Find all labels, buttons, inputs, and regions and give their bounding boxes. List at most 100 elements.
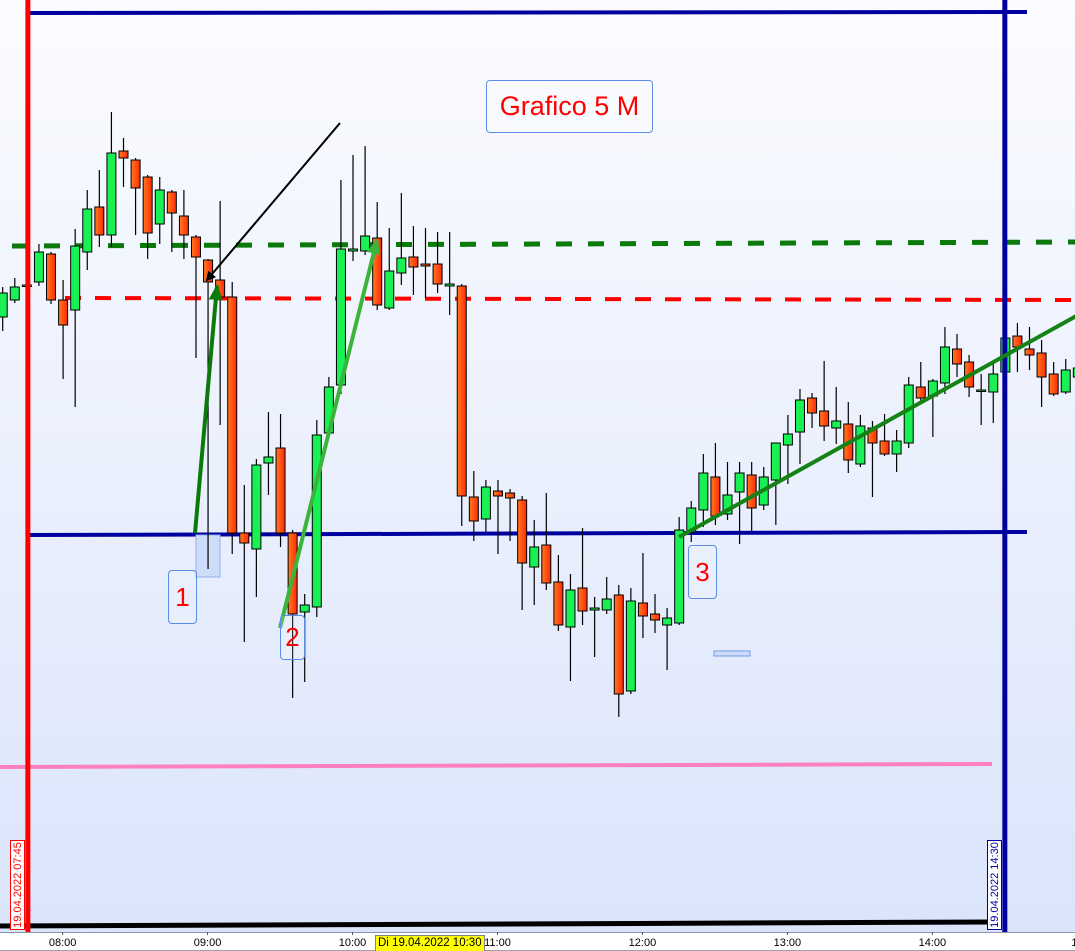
candle[interactable] xyxy=(46,252,57,304)
candle[interactable] xyxy=(396,193,407,285)
candle[interactable] xyxy=(178,190,189,259)
candle[interactable] xyxy=(142,175,153,259)
candle-body-down xyxy=(94,206,105,236)
candle[interactable] xyxy=(650,594,661,633)
candle[interactable] xyxy=(577,528,588,625)
candle[interactable] xyxy=(505,489,516,541)
candle[interactable] xyxy=(456,284,467,526)
candle-body-down xyxy=(178,215,189,236)
black-pointer-arrow[interactable] xyxy=(205,122,341,282)
time-axis[interactable] xyxy=(0,932,1075,951)
green-arrow-2[interactable] xyxy=(278,238,381,629)
candle[interactable] xyxy=(311,420,322,617)
black-level-line[interactable] xyxy=(0,919,996,929)
candle[interactable] xyxy=(807,393,818,428)
candle[interactable] xyxy=(625,588,636,694)
candle[interactable] xyxy=(794,389,805,464)
candle[interactable] xyxy=(94,170,105,247)
candle[interactable] xyxy=(517,496,528,610)
candle-body-down xyxy=(1036,352,1047,378)
green-arrow-1[interactable] xyxy=(193,284,223,534)
candle-body-down xyxy=(637,602,648,617)
pink-level-line[interactable] xyxy=(0,762,993,769)
red-dashed-level-line[interactable] xyxy=(64,296,1075,302)
candle-body-up xyxy=(988,373,999,393)
candle[interactable] xyxy=(1072,365,1075,380)
candle-body-up xyxy=(33,251,44,283)
candle[interactable] xyxy=(698,454,709,527)
candle[interactable] xyxy=(952,334,963,377)
upper-level-line[interactable] xyxy=(26,10,1028,15)
candle[interactable] xyxy=(529,520,540,605)
candle[interactable] xyxy=(589,597,600,657)
candle[interactable] xyxy=(106,112,117,247)
candle-body-down xyxy=(275,447,286,534)
candle-body-up xyxy=(782,433,793,446)
candle[interactable] xyxy=(553,555,564,631)
candle[interactable] xyxy=(408,226,419,295)
candle[interactable] xyxy=(251,459,262,597)
candle[interactable] xyxy=(9,278,20,303)
candle[interactable] xyxy=(1060,359,1071,394)
candle[interactable] xyxy=(915,362,926,402)
candle-body-up xyxy=(662,617,673,626)
candle[interactable] xyxy=(70,229,81,407)
candle[interactable] xyxy=(1036,340,1047,407)
candle[interactable] xyxy=(541,493,552,590)
candle[interactable] xyxy=(939,327,950,394)
candle[interactable] xyxy=(1048,362,1059,396)
uptrend-line[interactable] xyxy=(678,312,1075,539)
candle[interactable] xyxy=(976,374,987,425)
candle[interactable] xyxy=(154,177,165,244)
candle[interactable] xyxy=(166,190,177,252)
candle-body-down xyxy=(190,236,201,258)
candle[interactable] xyxy=(384,228,395,310)
candle[interactable] xyxy=(988,364,999,423)
candle[interactable] xyxy=(444,232,455,315)
candle[interactable] xyxy=(348,155,359,261)
candle[interactable] xyxy=(227,282,238,554)
candle[interactable] xyxy=(613,585,624,717)
candle-body-up xyxy=(698,472,709,511)
candle[interactable] xyxy=(855,415,866,467)
candle[interactable] xyxy=(480,480,491,532)
start-marker-date-label: 19.04.2022 07:45 xyxy=(10,840,25,930)
candle-body-up xyxy=(770,442,781,481)
candle[interactable] xyxy=(492,480,503,554)
candle[interactable] xyxy=(891,430,902,472)
candle[interactable] xyxy=(263,412,274,495)
candle-body-down xyxy=(1024,348,1035,356)
candle[interactable] xyxy=(275,414,286,547)
candle[interactable] xyxy=(432,232,443,293)
candle[interactable] xyxy=(565,574,576,681)
candle[interactable] xyxy=(0,287,8,331)
candle[interactable] xyxy=(82,190,93,270)
candle[interactable] xyxy=(130,158,141,235)
candle[interactable] xyxy=(601,577,612,614)
candle[interactable] xyxy=(33,244,44,286)
candle-body-up xyxy=(9,286,20,301)
candle-body-up xyxy=(722,494,733,515)
candle-body-down xyxy=(577,587,588,612)
x-tick-label: 09:00 xyxy=(194,937,222,949)
candle[interactable] xyxy=(662,608,673,670)
candle[interactable] xyxy=(420,228,431,298)
candle-body-down xyxy=(142,176,153,234)
candle[interactable] xyxy=(372,202,383,310)
candle[interactable] xyxy=(819,361,830,441)
candle[interactable] xyxy=(1024,327,1035,370)
x-tick-label: 15 xyxy=(1071,937,1075,949)
candle[interactable] xyxy=(831,387,842,444)
candle[interactable] xyxy=(239,485,250,642)
candle-body-up xyxy=(831,420,842,429)
candle[interactable] xyxy=(782,415,793,484)
candle[interactable] xyxy=(468,471,479,541)
candle[interactable] xyxy=(118,138,129,187)
candle-body-up xyxy=(734,472,745,493)
candle[interactable] xyxy=(58,280,69,379)
candle[interactable] xyxy=(637,553,648,638)
candle[interactable] xyxy=(190,235,201,358)
candle-body-down xyxy=(517,499,528,564)
